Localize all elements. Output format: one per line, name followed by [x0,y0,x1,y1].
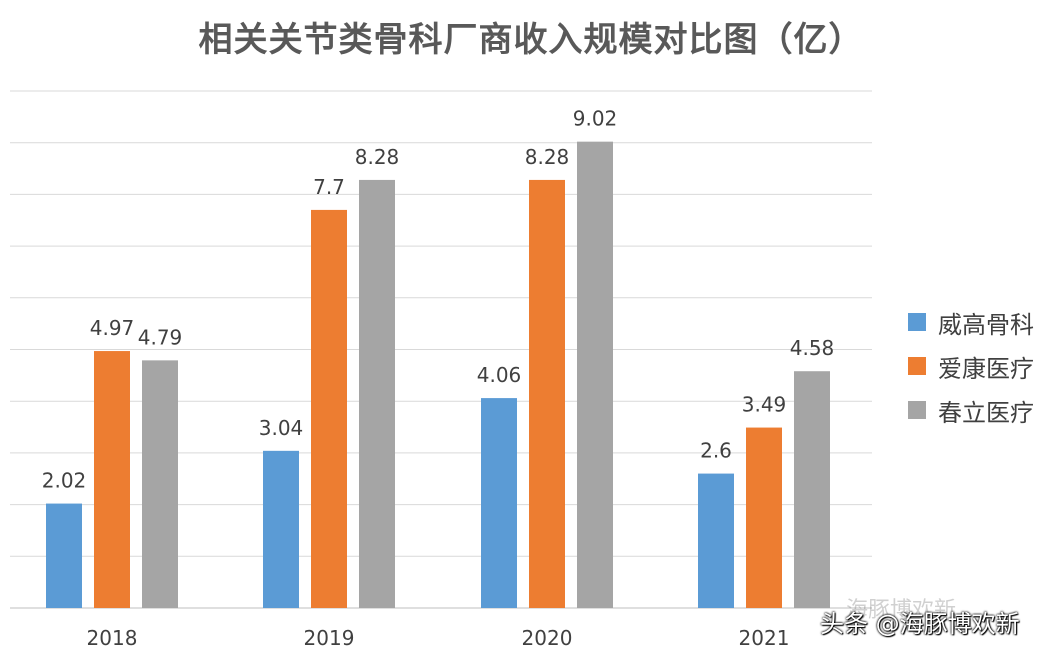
watermark: 头条 @海豚博欢新 [820,610,1020,638]
legend-label: 威高骨科 [938,310,1034,339]
bar [94,351,130,608]
bar [359,179,395,608]
legend: 威高骨科 爱康医疗 春立医疗 [908,300,1034,432]
data-label: 9.02 [573,107,618,131]
x-tick-label: 2018 [87,626,138,650]
chart-title: 相关关节类骨科厂商收入规模对比图（亿） [198,20,864,60]
data-label: 4.58 [790,336,835,360]
data-label: 2.6 [700,439,732,463]
bar [746,427,782,608]
data-label: 4.97 [90,316,135,340]
bar [263,450,299,608]
x-tick-label: 2020 [522,626,573,650]
bar [577,141,613,608]
bar [481,398,517,608]
data-label: 8.28 [355,145,400,169]
bar [46,503,82,608]
bar [529,179,565,608]
legend-item-aikang: 爱康医疗 [908,344,1034,388]
data-label: 3.04 [259,416,304,440]
legend-swatch [908,401,926,419]
data-label: 2.02 [42,469,87,493]
watermark-faint: 海豚博欢新 [846,598,957,623]
legend-swatch [908,357,926,375]
data-label: 4.79 [138,325,183,349]
bar [311,209,347,608]
legend-item-weigao: 威高骨科 [908,300,1034,344]
legend-item-chunli: 春立医疗 [908,388,1034,432]
x-tick-label: 2019 [304,626,355,650]
bar [794,371,830,608]
data-label: 4.06 [477,363,522,387]
x-tick-label: 2021 [739,626,790,650]
bar [698,473,734,608]
data-label: 8.28 [525,145,570,169]
legend-swatch [908,313,926,331]
data-label: 3.49 [742,393,787,417]
data-label: 7.7 [313,175,345,199]
legend-label: 春立医疗 [938,398,1034,427]
bar [142,360,178,608]
legend-label: 爱康医疗 [938,354,1034,383]
